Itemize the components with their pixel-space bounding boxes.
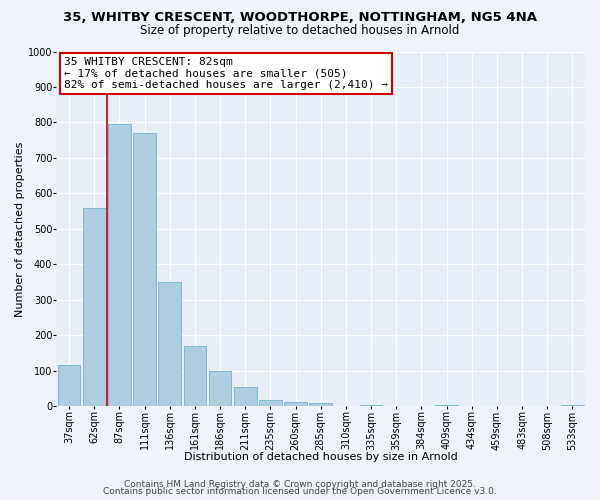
Text: 35, WHITBY CRESCENT, WOODTHORPE, NOTTINGHAM, NG5 4NA: 35, WHITBY CRESCENT, WOODTHORPE, NOTTING…: [63, 11, 537, 24]
Bar: [184, 346, 206, 406]
Bar: [58, 366, 80, 406]
Text: Contains HM Land Registry data © Crown copyright and database right 2025.: Contains HM Land Registry data © Crown c…: [124, 480, 476, 489]
Bar: [108, 124, 131, 406]
X-axis label: Distribution of detached houses by size in Arnold: Distribution of detached houses by size …: [184, 452, 458, 462]
Bar: [284, 402, 307, 406]
Bar: [83, 208, 106, 406]
Bar: [310, 404, 332, 406]
Bar: [234, 386, 257, 406]
Bar: [209, 370, 232, 406]
Bar: [435, 405, 458, 406]
Y-axis label: Number of detached properties: Number of detached properties: [15, 141, 25, 316]
Bar: [259, 400, 282, 406]
Bar: [158, 282, 181, 406]
Text: 35 WHITBY CRESCENT: 82sqm
← 17% of detached houses are smaller (505)
82% of semi: 35 WHITBY CRESCENT: 82sqm ← 17% of detac…: [64, 57, 388, 90]
Text: Contains public sector information licensed under the Open Government Licence v3: Contains public sector information licen…: [103, 488, 497, 496]
Bar: [133, 133, 156, 406]
Text: Size of property relative to detached houses in Arnold: Size of property relative to detached ho…: [140, 24, 460, 37]
